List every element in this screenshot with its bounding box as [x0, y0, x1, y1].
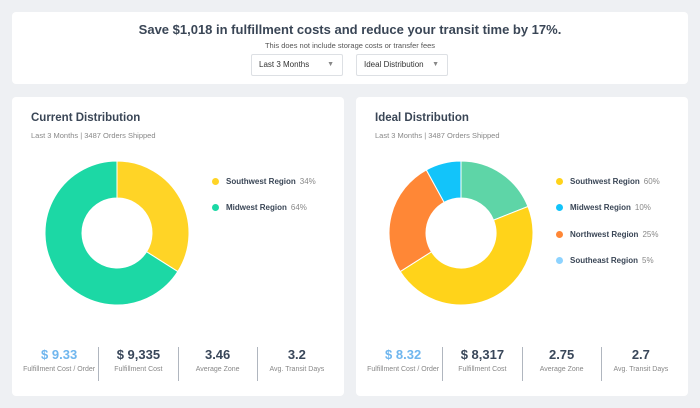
panel-title: Current Distribution: [31, 112, 141, 124]
legend-dot-icon: [556, 230, 563, 238]
caret-down-icon: ▼: [432, 61, 439, 68]
legend-item: Northwest Region 25%: [556, 221, 660, 248]
stat-value: $ 9.33: [41, 347, 78, 362]
donut-slice: [388, 169, 445, 273]
legend-value: 25%: [642, 229, 659, 239]
savings-headline: Save $1,018 in fulfillment costs and red…: [138, 22, 562, 37]
stat: 3.2 Avg. Transit Days: [256, 347, 336, 381]
ideal-distribution-panel: Ideal Distribution Last 3 Months | 3487 …: [356, 97, 688, 396]
stat-label: Avg. Transit Days: [613, 366, 669, 373]
panel-title: Ideal Distribution: [375, 112, 469, 124]
legend-dot-icon: [556, 257, 563, 265]
donut-slice: [399, 205, 534, 306]
stat: $ 8.32 Fulfillment Cost / Order: [364, 347, 442, 381]
legend-name: Southwest Region: [226, 176, 296, 186]
savings-note: This does not include storage costs or t…: [264, 41, 436, 50]
stat-label: Average Zone: [539, 366, 584, 373]
stat-value: 2.75: [548, 347, 575, 362]
current-distribution-panel: Current Distribution Last 3 Months | 348…: [12, 97, 344, 396]
distribution-dropdown[interactable]: Ideal Distribution ▼: [356, 54, 448, 76]
stat: 3.46 Average Zone: [177, 347, 257, 381]
legend-name: Southwest Region: [570, 176, 640, 186]
legend-value: 5%: [642, 256, 654, 266]
legend-item: Southwest Region 60%: [556, 168, 660, 195]
stat: 2.7 Avg. Transit Days: [600, 347, 680, 381]
legend-value: 60%: [643, 176, 660, 186]
donut-chart: [44, 160, 190, 306]
legend-item: Midwest Region 10%: [556, 195, 660, 222]
legend-dot-icon: [556, 177, 563, 185]
legend-dot-icon: [212, 204, 219, 212]
legend-name: Southeast Region: [570, 256, 639, 266]
legend-name: Midwest Region: [570, 203, 631, 213]
stat-label: Fulfillment Cost / Order: [367, 366, 440, 373]
legend-item: Midwest Region 64%: [212, 195, 316, 222]
stat-value: $ 8,317: [460, 347, 505, 362]
stat-value: $ 8.32: [385, 347, 422, 362]
legend-name: Midwest Region: [226, 203, 287, 213]
stat-value: $ 9,335: [116, 347, 161, 362]
legend-name: Northwest Region: [570, 229, 639, 239]
period-value: Last 3 Months: [259, 60, 310, 69]
stat: 2.75 Average Zone: [521, 347, 601, 381]
caret-down-icon: ▼: [327, 61, 334, 68]
donut-slice: [425, 160, 462, 204]
stats-row: $ 8.32 Fulfillment Cost / Order $ 8,317 Ful…: [364, 347, 680, 381]
chart-legend: Southwest Region 34% Midwest Region 64%: [212, 168, 316, 221]
donut-chart: [388, 160, 534, 306]
stat: $ 8,317 Fulfillment Cost: [442, 347, 521, 381]
stat: $ 9,335 Fulfillment Cost: [98, 347, 177, 381]
donut-slice: [44, 160, 179, 306]
stat-label: Fulfillment Cost: [458, 366, 507, 373]
panel-subtitle: Last 3 Months | 3487 Orders Shipped: [31, 131, 156, 140]
period-dropdown[interactable]: Last 3 Months ▼: [251, 54, 343, 76]
stat-label: Fulfillment Cost / Order: [23, 366, 96, 373]
savings-banner: Save $1,018 in fulfillment costs and red…: [12, 12, 688, 84]
distribution-value: Ideal Distribution: [364, 60, 424, 69]
donut-slice: [116, 160, 190, 273]
panel-subtitle: Last 3 Months | 3487 Orders Shipped: [375, 131, 500, 140]
stat: $ 9.33 Fulfillment Cost / Order: [20, 347, 98, 381]
stats-row: $ 9.33 Fulfillment Cost / Order $ 9,335 Ful…: [20, 347, 336, 381]
legend-item: Southwest Region 34%: [212, 168, 316, 195]
legend-value: 64%: [290, 203, 307, 213]
stat-value: 3.2: [287, 347, 306, 362]
stat-label: Avg. Transit Days: [269, 366, 325, 373]
legend-item: Southeast Region 5%: [556, 248, 660, 275]
legend-dot-icon: [556, 204, 563, 212]
stat-value: 3.46: [204, 347, 231, 362]
legend-dot-icon: [212, 177, 219, 185]
chart-legend: Southwest Region 60% Midwest Region 10% Nort…: [556, 168, 660, 274]
legend-value: 34%: [299, 176, 316, 186]
stat-value: 2.7: [631, 347, 650, 362]
stat-label: Average Zone: [195, 366, 240, 373]
legend-value: 10%: [634, 203, 651, 213]
stat-label: Fulfillment Cost: [114, 366, 163, 373]
